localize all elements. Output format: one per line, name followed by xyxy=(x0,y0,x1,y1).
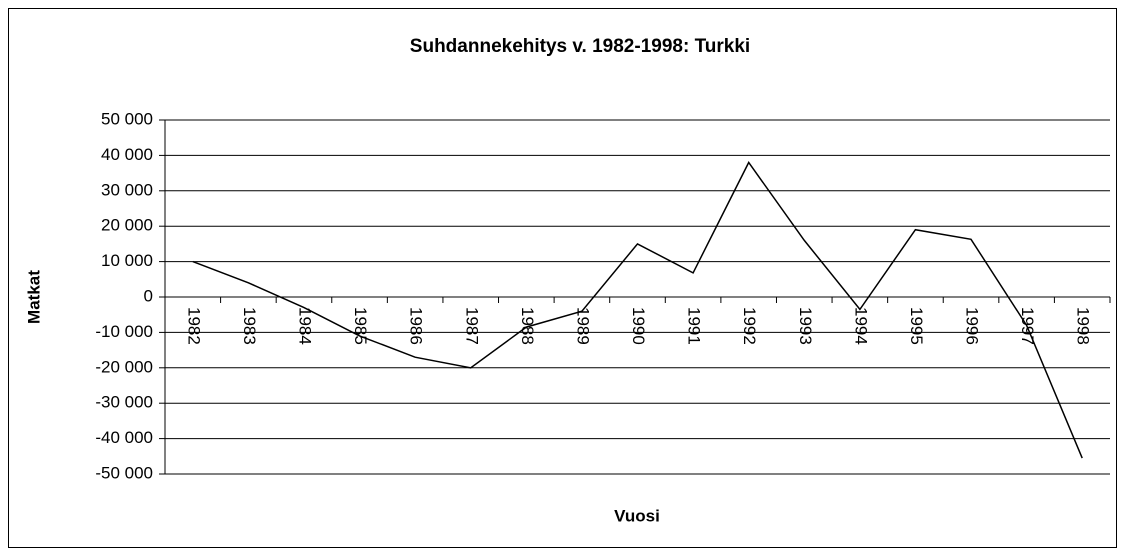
chart-border xyxy=(8,8,1117,548)
y-axis-label: Matkat xyxy=(24,270,43,324)
chart-title: Suhdannekehitys v. 1982-1998: Turkki xyxy=(410,36,750,57)
x-tick-label: 1992 xyxy=(740,307,759,345)
y-tick-label: -30 000 xyxy=(95,393,153,412)
line-series xyxy=(192,161,1083,459)
x-axis-label: Vuosi xyxy=(614,506,660,525)
y-tick-label: 0 xyxy=(144,286,153,305)
x-tick-label: 1987 xyxy=(462,307,481,345)
y-tick-label: -10 000 xyxy=(95,322,153,341)
x-tick-label: 1990 xyxy=(629,307,648,345)
x-tick-label: 1988 xyxy=(518,307,537,345)
x-tick-label: 1986 xyxy=(407,307,426,345)
y-tick-label: 20 000 xyxy=(101,216,153,235)
x-tick-label: 1993 xyxy=(796,307,815,345)
y-tick-label: 50 000 xyxy=(101,109,153,128)
x-tick-label: 1985 xyxy=(351,307,370,345)
y-tick-label: -50 000 xyxy=(95,463,153,482)
y-tick-label: 30 000 xyxy=(101,180,153,199)
y-tick-label: -20 000 xyxy=(95,357,153,376)
x-tick-label: 1996 xyxy=(963,307,982,345)
x-tick-label: 1982 xyxy=(184,307,203,345)
y-tick-label: -40 000 xyxy=(95,428,153,447)
x-tick-label: 1995 xyxy=(907,307,926,345)
x-tick-label: 1994 xyxy=(851,307,870,345)
x-tick-label: 1984 xyxy=(295,307,314,345)
x-tick-label: 1991 xyxy=(685,307,704,345)
y-tick-label: 40 000 xyxy=(101,145,153,164)
x-tick-label: 1983 xyxy=(240,307,259,345)
x-tick-label: 1989 xyxy=(573,307,592,345)
y-tick-label: 10 000 xyxy=(101,251,153,270)
x-tick-label: 1998 xyxy=(1074,307,1093,345)
